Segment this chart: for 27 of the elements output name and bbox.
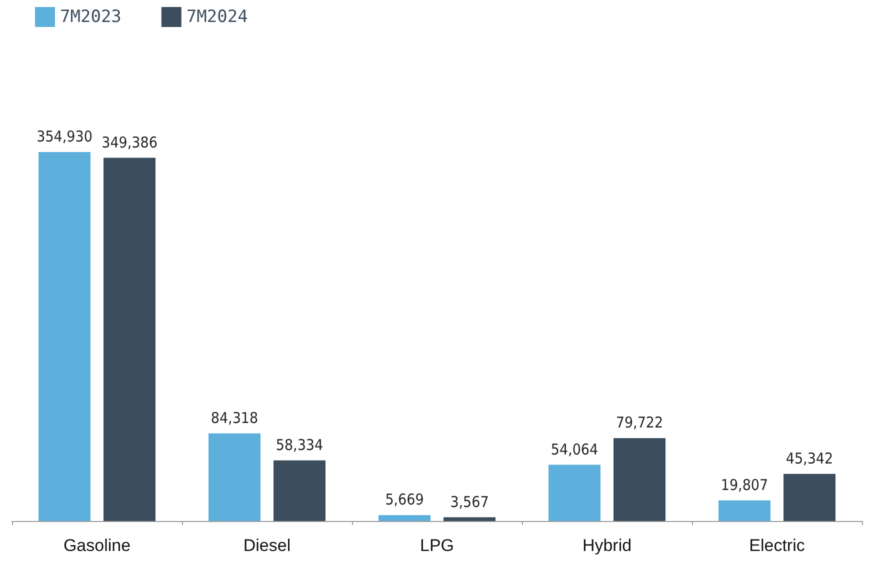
x-tick-label: Hybrid bbox=[582, 536, 632, 555]
bar bbox=[38, 152, 90, 521]
x-tick-label: LPG bbox=[420, 536, 454, 555]
bar bbox=[378, 515, 430, 521]
bar bbox=[444, 517, 496, 521]
data-label: 5,669 bbox=[385, 490, 424, 509]
data-label: 45,342 bbox=[786, 449, 834, 468]
bar bbox=[718, 500, 770, 521]
bar bbox=[614, 438, 666, 521]
data-label: 79,722 bbox=[616, 414, 664, 432]
bar bbox=[784, 474, 836, 521]
legend-label: 7M2024 bbox=[186, 7, 248, 27]
data-label: 19,807 bbox=[720, 476, 768, 494]
data-label: 54,064 bbox=[550, 440, 598, 458]
x-tick-label: Electric bbox=[749, 536, 806, 555]
data-label: 84,318 bbox=[210, 408, 258, 427]
bar bbox=[208, 433, 260, 521]
data-label: 354,930 bbox=[36, 128, 92, 146]
bar bbox=[104, 158, 156, 521]
data-label: 349,386 bbox=[102, 133, 158, 152]
data-label: 58,334 bbox=[276, 436, 324, 454]
data-label: 3,567 bbox=[450, 492, 489, 511]
legend-label: 7M2023 bbox=[60, 7, 122, 27]
x-tick-label: Gasoline bbox=[63, 536, 131, 555]
bar bbox=[548, 464, 600, 521]
x-tick-label: Diesel bbox=[243, 536, 291, 555]
bar bbox=[274, 460, 326, 521]
